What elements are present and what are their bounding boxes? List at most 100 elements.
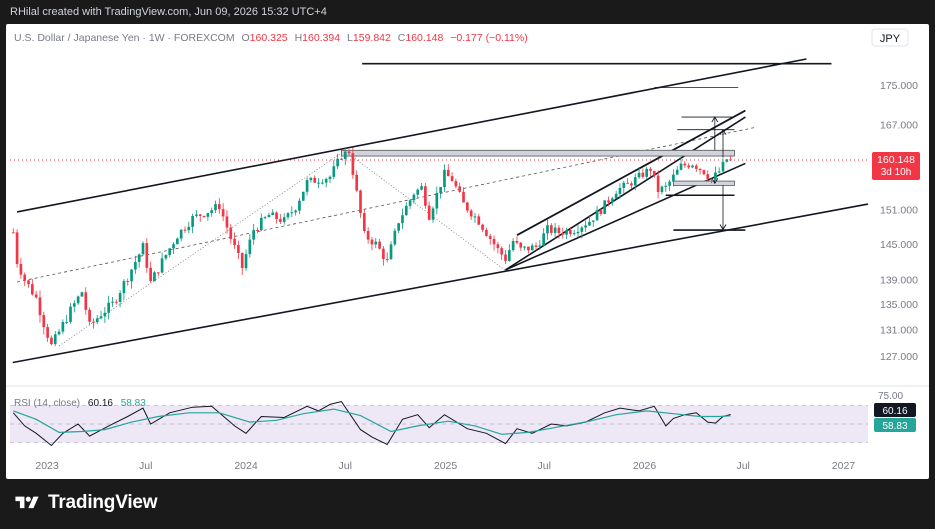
candle-body — [519, 242, 523, 248]
legend-open: 160.325 — [250, 32, 288, 44]
candle-body — [691, 165, 694, 168]
candle-body — [572, 233, 576, 235]
candle — [313, 175, 317, 183]
candle — [31, 279, 34, 296]
candle-body — [145, 243, 149, 268]
candle — [38, 290, 42, 323]
candle — [50, 335, 53, 346]
candle-body — [714, 172, 717, 180]
candle — [572, 229, 576, 236]
candle — [27, 279, 30, 288]
candle — [408, 199, 412, 210]
candle — [69, 303, 72, 324]
candle — [534, 242, 538, 251]
candle — [359, 189, 362, 218]
candle-body — [317, 182, 320, 184]
candle — [263, 216, 267, 220]
candle — [328, 175, 332, 184]
candle — [595, 205, 599, 221]
candle-body — [168, 248, 172, 255]
candle — [286, 212, 290, 220]
candle — [687, 163, 690, 169]
candle-body — [637, 172, 641, 178]
candle-body — [347, 151, 351, 154]
candle-body — [450, 176, 454, 182]
candle — [347, 149, 351, 156]
candle — [317, 177, 320, 189]
candle — [607, 196, 610, 207]
candle-body — [362, 213, 366, 231]
candle — [397, 222, 400, 234]
candle — [240, 252, 244, 276]
candle-body — [580, 227, 584, 232]
footer-bar — [0, 480, 935, 529]
candle — [492, 235, 496, 251]
chart-panel[interactable]: 175.000 167.000 151.000 145.000 139.000 135.0… — [6, 24, 929, 479]
candle — [507, 244, 511, 262]
channel-lower-line — [12, 203, 869, 364]
candle-body — [393, 230, 397, 245]
candle-body — [378, 241, 381, 249]
candle — [694, 163, 698, 173]
candle-body — [118, 293, 122, 302]
candle-body — [99, 316, 103, 319]
candle — [332, 160, 336, 180]
price-tick-0: 175.000 — [880, 80, 918, 92]
candle-body — [542, 233, 545, 246]
candle — [496, 241, 500, 254]
header-bar: RHilal created with TradingView.com, Jun… — [0, 0, 935, 26]
candle — [546, 219, 549, 240]
candle — [156, 272, 160, 277]
candle-body — [485, 229, 488, 236]
price-chart[interactable]: 175.000 167.000 151.000 145.000 139.000 135.0… — [6, 24, 929, 479]
candle-body — [290, 212, 294, 214]
candle — [137, 253, 141, 268]
candle — [99, 310, 103, 320]
candle-body — [305, 180, 309, 192]
candle-body — [374, 241, 378, 245]
candle-body — [107, 302, 111, 313]
candle-body — [301, 191, 305, 201]
candle — [679, 157, 683, 171]
candle — [42, 311, 46, 335]
candle — [168, 247, 172, 258]
candle — [130, 268, 133, 289]
candle — [672, 169, 675, 187]
candle-body — [679, 163, 683, 170]
currency-label[interactable]: JPY — [871, 28, 909, 47]
candle-body — [61, 322, 65, 332]
candle-body — [57, 331, 61, 335]
candle — [134, 255, 137, 274]
candle — [355, 170, 359, 193]
candle-body — [458, 186, 462, 192]
candle-body — [710, 178, 713, 180]
candle — [446, 164, 450, 177]
rsi-legend: RSI (14, close) 60.16 58.83 — [14, 398, 146, 409]
candle — [267, 212, 271, 218]
candle — [153, 271, 156, 282]
candle — [191, 213, 194, 234]
candle — [324, 177, 328, 188]
candle — [233, 232, 236, 249]
candle — [389, 241, 393, 260]
candle — [500, 246, 504, 261]
price-tick-5: 139.000 — [880, 275, 918, 287]
candle-body — [248, 239, 252, 255]
channel-upper-line — [16, 58, 807, 213]
candle-body — [72, 303, 76, 307]
legend-close-label: C — [398, 32, 406, 44]
candle-body — [340, 158, 343, 160]
candle — [439, 187, 442, 199]
legend-change: −0.177 (−0.11%) — [450, 32, 527, 44]
candle-body — [687, 165, 690, 168]
candle — [729, 155, 732, 162]
legend-open-label: O — [242, 32, 250, 44]
candle — [19, 257, 23, 279]
candle-body — [149, 267, 152, 282]
candle — [92, 318, 95, 329]
candle-body — [397, 223, 400, 231]
candle-body — [446, 169, 450, 177]
candle-body — [614, 193, 618, 199]
candle — [469, 208, 473, 220]
tradingview-logo[interactable]: TradingView — [12, 492, 158, 514]
